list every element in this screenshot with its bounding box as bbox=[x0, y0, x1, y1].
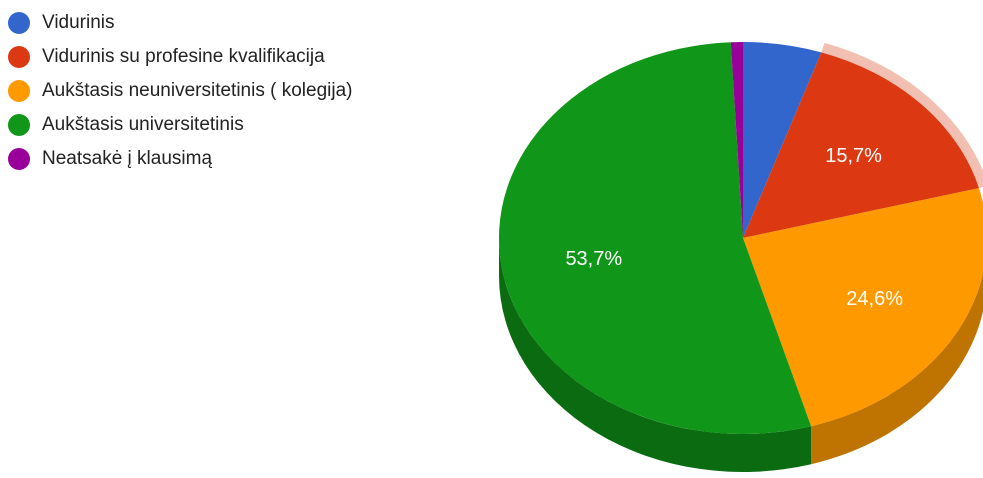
pie-data-label-aukstasis-universitetinis: 53,7% bbox=[565, 248, 622, 270]
pie-side-walls bbox=[499, 238, 983, 473]
legend: Vidurinis Vidurinis su profesine kvalifi… bbox=[8, 10, 368, 180]
legend-item-vidurinis-su-profesine[interactable]: Vidurinis su profesine kvalifikacija bbox=[8, 44, 368, 70]
legend-item-vidurinis[interactable]: Vidurinis bbox=[8, 10, 368, 36]
legend-swatch-circle-icon bbox=[8, 148, 30, 170]
legend-label: Aukštasis universitetinis bbox=[42, 114, 244, 135]
pie-top-faces bbox=[499, 42, 983, 434]
legend-item-aukstasis-neuniversitetinis[interactable]: Aukštasis neuniversitetinis ( kolegija) bbox=[8, 78, 368, 104]
legend-item-aukstasis-universitetinis[interactable]: Aukštasis universitetinis bbox=[8, 112, 368, 138]
pie-side-aukstasis-universitetinis bbox=[499, 238, 812, 473]
legend-label: Vidurinis bbox=[42, 12, 115, 33]
pie-slice-neatsake[interactable] bbox=[730, 42, 743, 238]
legend-swatch-circle-icon bbox=[8, 114, 30, 136]
legend-swatch-circle-icon bbox=[8, 12, 30, 34]
pie-data-label-vidurinis-su-profesine: 15,7% bbox=[825, 145, 882, 167]
legend-label: Aukštasis neuniversitetinis ( kolegija) bbox=[42, 80, 353, 101]
pie-slice-aukstasis-neuniversitetinis[interactable] bbox=[743, 188, 983, 427]
legend-label: Neatsakė į klausimą bbox=[42, 148, 213, 169]
pie-side-aukstasis-neuniversitetinis bbox=[811, 272, 983, 465]
pie-slice-aukstasis-universitetinis[interactable] bbox=[499, 42, 812, 434]
pie-slice-vidurinis-su-profesine[interactable] bbox=[743, 52, 979, 239]
legend-swatch-circle-icon bbox=[8, 80, 30, 102]
pie-data-labels: 15,7% 24,6% 53,7% bbox=[565, 145, 903, 310]
legend-label: Vidurinis su profesine kvalifikacija bbox=[42, 46, 325, 67]
pie-slice-vidurinis[interactable] bbox=[743, 42, 822, 238]
legend-swatch-circle-icon bbox=[8, 46, 30, 68]
legend-item-neatsake[interactable]: Neatsakė į klausimą bbox=[8, 146, 368, 172]
pie-data-label-aukstasis-neuniversitetinis: 24,6% bbox=[846, 288, 903, 310]
